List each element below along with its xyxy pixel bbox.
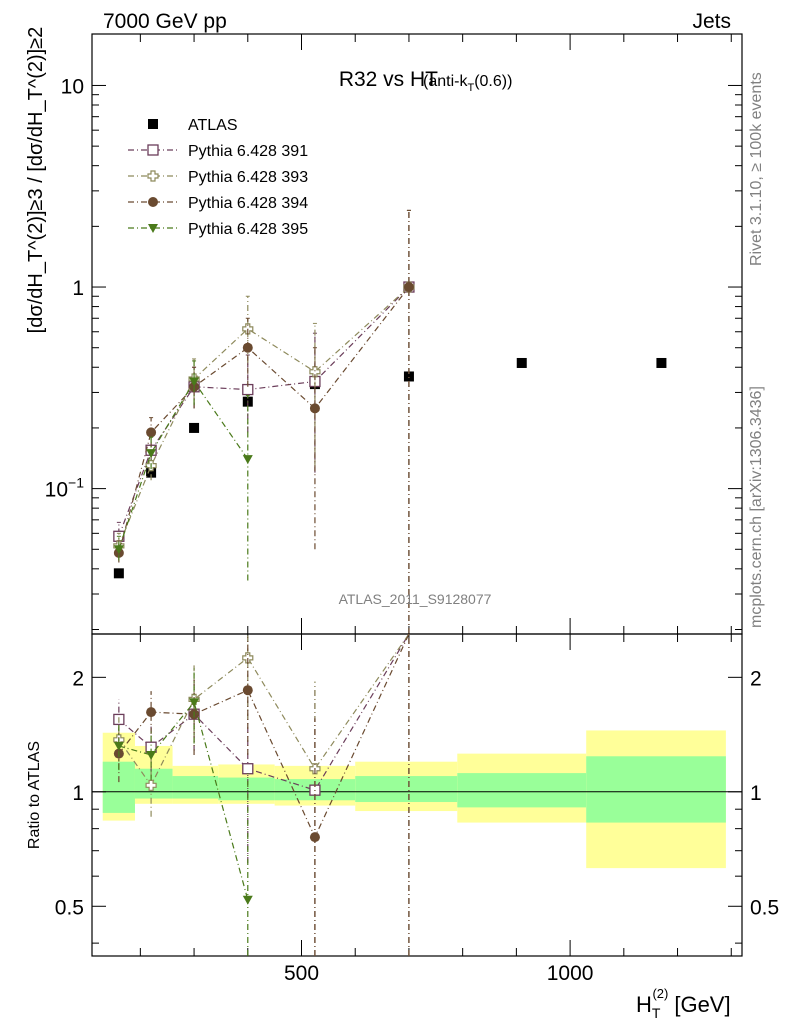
plot-title-sub-sub: T bbox=[467, 82, 474, 94]
legend-label-3: Pythia 6.428 394 bbox=[188, 195, 308, 212]
plot-title-sub-pre: (anti-k bbox=[423, 73, 468, 90]
legend-marker-4 bbox=[148, 224, 158, 233]
legend-marker-0 bbox=[148, 119, 158, 129]
analysis-watermark: ATLAS_2011_S9128077 bbox=[339, 591, 492, 607]
ratio-point-2-4 bbox=[309, 832, 320, 843]
ratio-ytick-label-right: 1 bbox=[750, 782, 762, 805]
ratio-ytick-label-right: 2 bbox=[750, 667, 762, 690]
header-right: Jets bbox=[692, 10, 731, 33]
series-line-3 bbox=[118, 286, 410, 554]
ratio-ytick-label-left: 1 bbox=[72, 782, 84, 805]
ratio-point-3-3 bbox=[242, 895, 253, 905]
x-axis-label-sub: T bbox=[652, 1005, 661, 1021]
band-inner-6 bbox=[457, 773, 587, 808]
x-axis-label-unit: [GeV] bbox=[674, 992, 730, 1017]
data-point-4-0 bbox=[113, 545, 124, 555]
ratio-point-3-0 bbox=[113, 741, 124, 751]
side-text-top-text: Rivet 3.1.10, ≥ 100k events bbox=[748, 72, 765, 266]
ratio-point-3-2 bbox=[189, 698, 200, 708]
ratio-ytick-label-right: 0.5 bbox=[750, 896, 779, 919]
band-inner-0 bbox=[102, 761, 135, 813]
ratio-point-0-3 bbox=[242, 763, 254, 775]
data-point-4-1 bbox=[146, 449, 157, 459]
legend: ATLAS Pythia 6.428 391 Pythia 6.428 393 Pyt… bbox=[128, 117, 308, 238]
legend-label-0: ATLAS bbox=[188, 117, 238, 134]
ratio-point-1-1 bbox=[145, 779, 157, 791]
ratio-frame bbox=[91, 633, 743, 957]
series-line-4 bbox=[118, 380, 249, 550]
ratio-xtick-label: 1000 bbox=[547, 962, 594, 985]
x-axis-label: HT (2) [GeV] bbox=[636, 986, 731, 1021]
side-text-top: Rivet 3.1.10, ≥ 100k events bbox=[748, 72, 765, 266]
ratio-panel: 500 1000 2 2 1 1 0.5 0.5 bbox=[55, 633, 779, 985]
y-axis-label-main: [dσ/dH_T^(2)]≥3 / [dσ/dH_T^(2)]≥2 bbox=[25, 27, 47, 334]
data-point-0-1 bbox=[146, 467, 157, 478]
legend-label-2: Pythia 6.428 393 bbox=[188, 169, 308, 186]
data-point-4-2 bbox=[189, 377, 200, 387]
band-inner-7 bbox=[586, 756, 726, 823]
side-text-bottom-text: mcplots.cern.ch [arXiv:1306.3436] bbox=[748, 386, 765, 628]
ratio-xtick-label: 500 bbox=[284, 962, 319, 985]
header-left: 7000 GeV pp bbox=[103, 10, 227, 33]
ratio-point-1-3 bbox=[242, 652, 254, 664]
data-point-3-5 bbox=[403, 282, 414, 293]
main-ytick-label-10: 10 bbox=[61, 75, 84, 98]
ratio-line-1 bbox=[118, 633, 410, 787]
ratio-point-2-3 bbox=[242, 685, 253, 696]
main-ytick-label-base: 10 bbox=[45, 479, 68, 502]
legend-marker-1 bbox=[147, 144, 159, 156]
plot-title-main: R32 vs HT bbox=[339, 68, 438, 91]
side-text-bottom: mcplots.cern.ch [arXiv:1306.3436] bbox=[748, 386, 765, 628]
main-ytick-label-1: 1 bbox=[72, 277, 84, 300]
band-inner-3 bbox=[218, 777, 275, 801]
ratio-point-2-1 bbox=[146, 707, 157, 718]
data-point-0-7 bbox=[656, 357, 667, 368]
data-point-0-0 bbox=[113, 568, 124, 579]
main-ytick-label-exp: −1 bbox=[68, 475, 84, 491]
ratio-line-2 bbox=[118, 633, 410, 839]
band-inner-2 bbox=[172, 776, 219, 799]
legend-marker-3 bbox=[148, 197, 158, 207]
ratio-line-3 bbox=[118, 700, 249, 900]
band-inner-5 bbox=[355, 776, 458, 803]
data-point-0-6 bbox=[516, 357, 527, 368]
y-axis-label-ratio: Ratio to ATLAS bbox=[26, 741, 43, 849]
x-axis-label-h: H bbox=[636, 992, 652, 1017]
data-point-2-4 bbox=[309, 366, 321, 378]
data-point-3-4 bbox=[309, 403, 320, 414]
data-point-0-5 bbox=[403, 371, 414, 382]
series-line-1 bbox=[118, 286, 410, 537]
y-axis-label-main-text: [dσ/dH_T^(2)]≥3 / [dσ/dH_T^(2)]≥2 bbox=[25, 27, 47, 334]
data-point-0-2 bbox=[189, 422, 200, 433]
y-axis-label-ratio-text: Ratio to ATLAS bbox=[26, 741, 43, 849]
main-ytick-label-0p1: 10−1 bbox=[45, 475, 85, 502]
ratio-point-3-1 bbox=[146, 750, 157, 760]
ratio-ytick-label-left: 0.5 bbox=[55, 896, 84, 919]
data-point-3-3 bbox=[242, 342, 253, 353]
plot-title: R32 vs HT bbox=[339, 68, 438, 91]
ratio-ytick-label-left: 2 bbox=[72, 667, 84, 690]
x-axis-label-sup: (2) bbox=[652, 986, 668, 1001]
legend-marker-2 bbox=[147, 170, 159, 182]
legend-label-4: Pythia 6.428 395 bbox=[188, 221, 308, 238]
legend-label-1: Pythia 6.428 391 bbox=[188, 143, 308, 160]
plot-title-sub: (anti-kT(0.6)) bbox=[423, 73, 512, 94]
series-line-2 bbox=[118, 286, 410, 547]
plot-title-sub-post: (0.6)) bbox=[474, 73, 512, 90]
data-point-4-3 bbox=[242, 455, 253, 465]
data-point-3-1 bbox=[146, 427, 157, 438]
